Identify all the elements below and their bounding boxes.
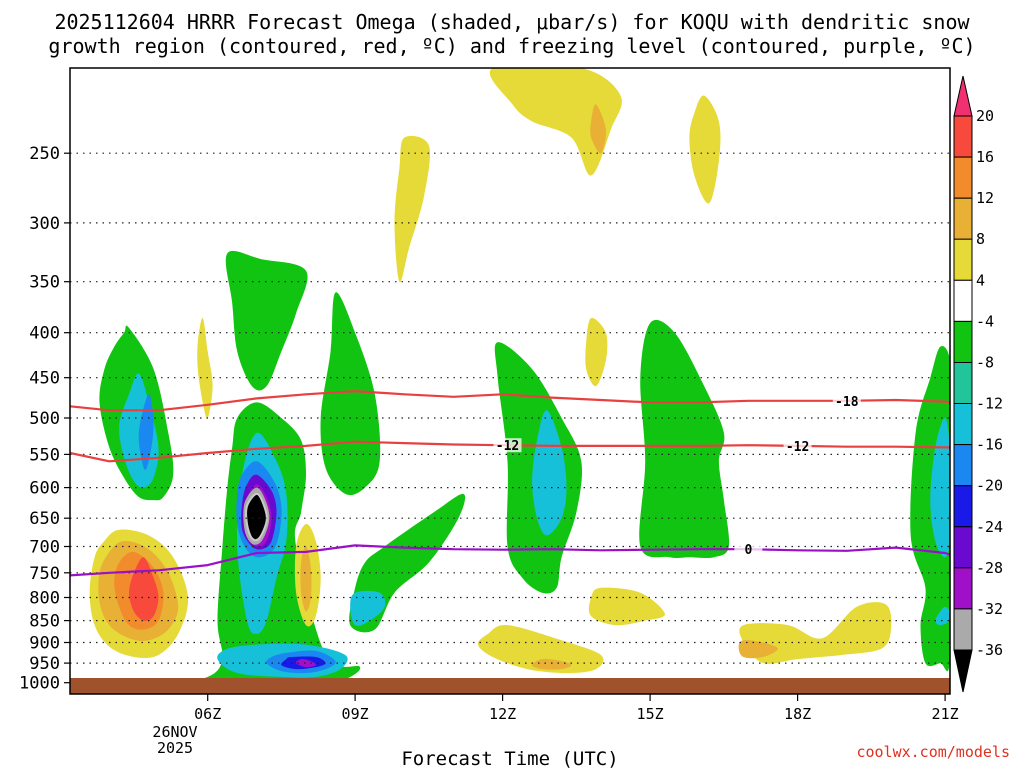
ground-terrain [70, 678, 950, 694]
colorbar-segment-12 [953, 608, 973, 651]
omega-region-green-0730-top [225, 250, 308, 391]
x-tick-label-15Z: 15Z [637, 705, 664, 723]
x-tick-label-18Z: 18Z [784, 705, 811, 723]
omega-region-orange-1300-top [590, 104, 607, 154]
omega-region-green-2100 [910, 346, 950, 672]
y-tick-label-1000: 1000 [19, 674, 60, 694]
colorbar-label-11: -28 [976, 559, 1003, 577]
colorbar-label-7: -12 [976, 395, 1003, 413]
colorbar-segment-7 [953, 403, 973, 446]
x-tick-label-06Z: 06Z [194, 705, 221, 723]
colorbar-label-3: 8 [976, 230, 985, 248]
contour-label-1: -12 [496, 439, 519, 454]
colorbar-label-2: 12 [976, 189, 994, 207]
y-tick-label-500: 500 [29, 409, 60, 429]
colorbar-label-13: -36 [976, 641, 1003, 659]
colorbar-label-5: -4 [976, 312, 994, 330]
omega-region-yellow-1400-low [588, 587, 665, 626]
omega-region-yellow-1600-top [689, 95, 721, 204]
omega-region-cyan-1300 [532, 410, 567, 536]
omega-colorbar: 20 16 12 8 4 -4 -8 -12 -16 -20 -24 -28 -32 -36 [953, 75, 1003, 693]
omega-region-orange-1300-low [532, 658, 572, 670]
contour-label-bg-2 [783, 438, 812, 453]
y-tick-label-450: 450 [29, 369, 60, 389]
colorbar-segment-1 [953, 156, 973, 199]
year-label: 2025 [157, 739, 193, 757]
x-axis: 06Z 09Z 12Z 15Z 18Z 21Z [194, 694, 959, 723]
omega-region-blue-0600 [138, 394, 154, 470]
contour-labels: -18 -12 -12 0 [493, 393, 861, 558]
x-axis-label: Forecast Time (UTC) [401, 748, 618, 768]
y-tick-label-700: 700 [29, 538, 60, 558]
y-tick-label-250: 250 [29, 144, 60, 164]
y-tick-label-350: 350 [29, 273, 60, 293]
chart-title-line2: growth region (contoured, red, ºC) and f… [48, 34, 975, 58]
contour-dgz-lower [70, 440, 950, 463]
y-tick-label-300: 300 [29, 214, 60, 234]
chart-title-line1: 2025112604 HRRR Forecast Omega (shaded, … [54, 10, 970, 34]
omega-region-violet-0800-low [295, 659, 316, 668]
colorbar-segment-4 [953, 279, 973, 322]
omega-region-cyan-2100-low [935, 606, 950, 626]
y-tick-label-400: 400 [29, 324, 60, 344]
colorbar-top-arrow [953, 75, 973, 117]
plot-frame [69, 67, 951, 695]
colorbar-segment-3 [953, 238, 973, 281]
colorbar-segment-10 [953, 526, 973, 569]
colorbar-segment-6 [953, 362, 973, 405]
x-tick-label-09Z: 09Z [342, 705, 369, 723]
y-tick-label-850: 850 [29, 612, 60, 632]
x-tick-label-21Z: 21Z [932, 705, 959, 723]
x-tick-label-12Z: 12Z [489, 705, 516, 723]
colorbar-label-12: -32 [976, 600, 1003, 618]
omega-region-orange-0800 [300, 546, 312, 612]
colorbar-segment-5 [953, 320, 973, 363]
contour-label-bg-1 [493, 438, 522, 453]
contour-label-2: -12 [786, 440, 809, 455]
colorbar-label-10: -24 [976, 518, 1003, 536]
colorbar-label-8: -16 [976, 436, 1003, 454]
omega-region-black-0700 [245, 492, 268, 542]
colorbar-label-1: 16 [976, 148, 994, 166]
y-axis: 2503003504004505005506006507007508008509… [19, 144, 70, 694]
omega-region-cyan-2100 [930, 417, 950, 558]
colorbar-label-6: -8 [976, 354, 994, 372]
y-tick-label-750: 750 [29, 564, 60, 584]
date-label: 26NOV [152, 723, 197, 741]
omega-region-yellow-0600-small [197, 318, 213, 419]
colorbar-label-9: -20 [976, 477, 1003, 495]
y-tick-label-800: 800 [29, 589, 60, 609]
y-tick-label-650: 650 [29, 509, 60, 529]
credit-link[interactable]: coolwx.com/models [856, 743, 1010, 761]
omega-region-yellow-1000-upper [394, 135, 430, 283]
contour-label-0: -18 [835, 395, 859, 410]
contour-label-3: 0 [744, 543, 752, 558]
omega-region-yellow-1400 [585, 317, 608, 387]
y-tick-label-950: 950 [29, 654, 60, 674]
colorbar-bottom-arrow [953, 649, 973, 693]
omega-region-yellow-1200-low [477, 624, 604, 673]
colorbar-segment-2 [953, 197, 973, 240]
contour-label-bg-0 [832, 393, 861, 408]
colorbar-label-4: 4 [976, 271, 985, 289]
contour-freezing-level [70, 544, 950, 577]
colorbar-segment-11 [953, 567, 973, 610]
colorbar-segment-0 [953, 115, 973, 158]
omega-region-cyan-0900-low [350, 590, 386, 626]
omega-region-yellow-1300-top [490, 68, 622, 176]
omega-region-green-1500 [639, 319, 730, 558]
colorbar-segment-8 [953, 444, 973, 487]
colorbar-segment-9 [953, 485, 973, 528]
omega-region-orange-1700-low [738, 640, 778, 659]
y-tick-label-900: 900 [29, 634, 60, 654]
y-tick-label-550: 550 [29, 445, 60, 465]
y-tick-label-600: 600 [29, 479, 60, 499]
contour-label-bg-3 [734, 542, 763, 557]
colorbar-label-0: 20 [976, 107, 994, 125]
